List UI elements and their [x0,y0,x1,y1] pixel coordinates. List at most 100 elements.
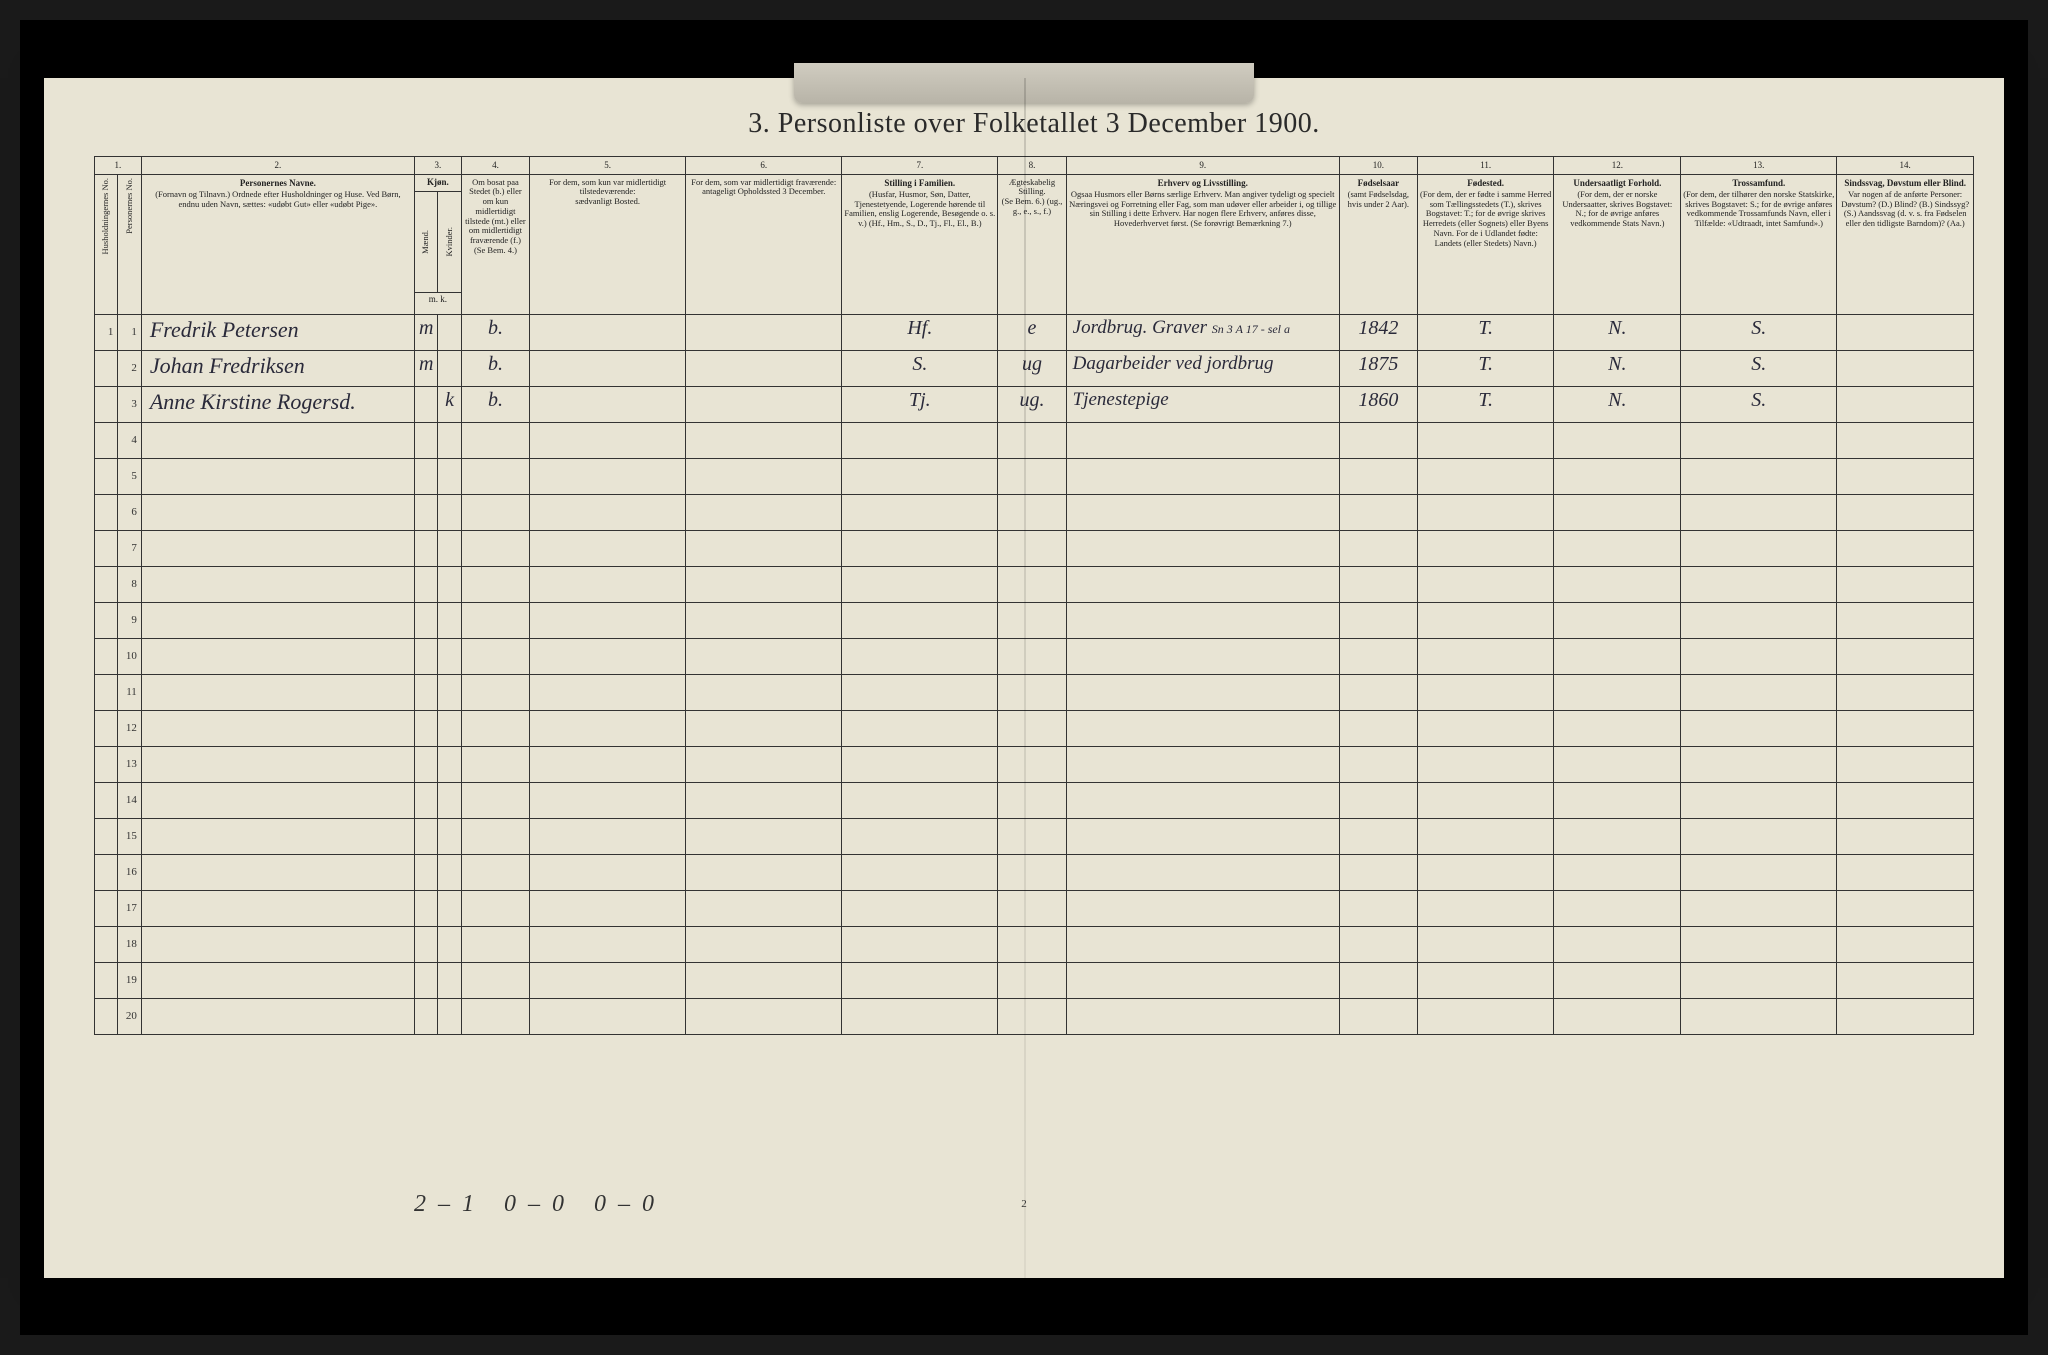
cell-birthplace: T. [1417,350,1554,386]
col-head-nationality: Undersaatligt Forhold. (For dem, der er … [1554,174,1681,314]
cell-sex-k [438,314,461,350]
cell-person-no: 19 [118,962,141,998]
col-head-household-no: Husholdningernes No. [95,174,118,314]
table-row-empty: 18 [95,926,1974,962]
col-num-7: 7. [842,156,998,174]
cell-person-no: 13 [118,746,141,782]
census-document: 3. Personliste over Folketallet 3 Decemb… [44,78,2004,1278]
col-head-birthyear: Fødselsaar (samt Fødselsdag, hvis under … [1339,174,1417,314]
cell-person-no: 16 [118,854,141,890]
cell-household-no [95,782,118,818]
table-row: 11Fredrik Petersenmb.Hf.eJordbrug. Grave… [95,314,1974,350]
cell-person-no: 9 [118,602,141,638]
table-row-empty: 13 [95,746,1974,782]
cell-marital: ug. [998,386,1066,422]
col-num-3: 3. [414,156,461,174]
cell-household-no [95,494,118,530]
cell-birthyear: 1875 [1339,350,1417,386]
cell-name: Johan Fredriksen [141,350,414,386]
cell-religion: S. [1681,314,1837,350]
table-row-empty: 14 [95,782,1974,818]
table-row-empty: 4 [95,422,1974,458]
table-header: 1. 2. 3. 4. 5. 6. 7. 8. 9. 10. 11. 12. 1… [95,156,1974,314]
col-head-residence: Om bosat paa Stedet (b.) eller om kun mi… [461,174,529,314]
cell-birthplace: T. [1417,386,1554,422]
cell-nationality: N. [1554,386,1681,422]
cell-residence: b. [461,350,529,386]
cell-person-no: 6 [118,494,141,530]
table-row-empty: 17 [95,890,1974,926]
page-number: 2 [1021,1198,1027,1210]
table-row-empty: 16 [95,854,1974,890]
col-num-8: 8. [998,156,1066,174]
cell-person-no: 15 [118,818,141,854]
footer-tally: 2–1 0–0 0–0 [414,1191,666,1218]
binding-clip [794,63,1254,103]
cell-name: Anne Kirstine Rogersd. [141,386,414,422]
cell-name: Fredrik Petersen [141,314,414,350]
cell-person-no: 10 [118,638,141,674]
cell-household-no [95,530,118,566]
col-num-6: 6. [686,156,842,174]
cell-person-no: 7 [118,530,141,566]
cell-marital: e [998,314,1066,350]
cell-nationality: N. [1554,314,1681,350]
cell-household-no [95,746,118,782]
cell-temp-absent [686,350,842,386]
cell-person-no: 5 [118,458,141,494]
cell-sex-m: m [414,314,437,350]
col-head-sex: Kjøn. Mænd. Kvinder. m. k. [414,174,461,314]
table-row-empty: 11 [95,674,1974,710]
cell-marital: ug [998,350,1066,386]
census-table: 1. 2. 3. 4. 5. 6. 7. 8. 9. 10. 11. 12. 1… [94,156,1974,1035]
cell-person-no: 18 [118,926,141,962]
cell-household-no: 1 [95,314,118,350]
cell-person-no: 20 [118,998,141,1034]
cell-household-no [95,962,118,998]
col-num-12: 12. [1554,156,1681,174]
cell-household-no [95,890,118,926]
cell-person-no: 4 [118,422,141,458]
col-num-1: 1. [95,156,142,174]
table-row-empty: 5 [95,458,1974,494]
cell-disability [1837,350,1974,386]
cell-temp-present [530,350,686,386]
cell-person-no: 14 [118,782,141,818]
cell-person-no: 12 [118,710,141,746]
cell-household-no [95,998,118,1034]
cell-household-no [95,854,118,890]
col-head-occupation: Erhverv og Livsstilling. Ogsaa Husmors e… [1066,174,1339,314]
col-head-person-no: Personernes No. [118,174,141,314]
document-title: 3. Personliste over Folketallet 3 Decemb… [94,108,1974,140]
col-num-2: 2. [141,156,414,174]
cell-religion: S. [1681,386,1837,422]
cell-household-no [95,422,118,458]
table-row-empty: 8 [95,566,1974,602]
col-num-5: 5. [530,156,686,174]
table-row-empty: 6 [95,494,1974,530]
cell-household-no [95,638,118,674]
cell-person-no: 11 [118,674,141,710]
cell-person-no: 1 [118,314,141,350]
cell-sex-m [414,386,437,422]
col-head-temp-present: For dem, som kun var midlertidigt tilste… [530,174,686,314]
cell-occupation: Tjenestepige [1066,386,1339,422]
col-head-birthplace: Fødested. (For dem, der er fødte i samme… [1417,174,1554,314]
cell-household-no [95,674,118,710]
cell-family-position: Tj. [842,386,998,422]
cell-religion: S. [1681,350,1837,386]
cell-temp-present [530,314,686,350]
cell-birthyear: 1860 [1339,386,1417,422]
col-num-11: 11. [1417,156,1554,174]
cell-disability [1837,386,1974,422]
col-head-disability: Sindssvag, Døvstum eller Blind. Var noge… [1837,174,1974,314]
cell-household-no [95,386,118,422]
cell-temp-present [530,386,686,422]
cell-person-no: 3 [118,386,141,422]
cell-sex-k [438,350,461,386]
col-head-marital: Ægteskabelig Stilling. (Se Bem. 6.) (ug.… [998,174,1066,314]
col-head-names: Personernes Navne. (Fornavn og Tilnavn.)… [141,174,414,314]
cell-nationality: N. [1554,350,1681,386]
cell-household-no [95,710,118,746]
table-row-empty: 9 [95,602,1974,638]
